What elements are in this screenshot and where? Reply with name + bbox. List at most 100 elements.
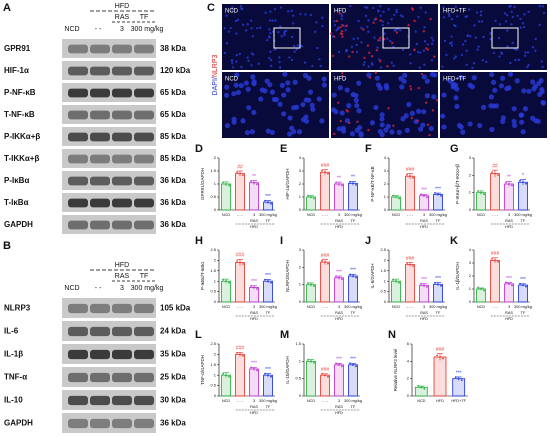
size-label: 25 kDa [160,373,186,382]
blot-header: - - [95,26,102,33]
x-group-label: RAS [505,311,513,315]
data-point [270,375,272,378]
image-label: HFD+TF [443,9,467,15]
data-point [412,176,414,179]
blot-band [68,88,88,98]
nucleus [374,75,380,81]
significance: *** [421,277,427,283]
blot-band [90,154,110,164]
nucleus [292,79,298,85]
significance: *** [435,186,441,192]
y-axis-label: GPR91/GAPDH [200,168,205,200]
nucleus [505,13,509,17]
nucleus [345,48,348,52]
y-tick-label: 1.5 [380,268,386,273]
nucleus [485,60,488,64]
nucleus [398,76,404,82]
nlrp3-signal [379,19,382,22]
nucleus [521,22,525,25]
nucleus [441,124,447,130]
nucleus [290,35,294,39]
x-tick-label: 3 [423,213,425,217]
nucleus [268,28,271,31]
nucleus [447,78,453,84]
blot-band [134,110,154,120]
nucleus [331,92,337,98]
nucleus [231,6,234,9]
nucleus [519,26,522,29]
significance: *** [265,367,271,373]
blot-band [68,44,88,54]
x-tick-label: - - - [322,399,329,403]
data-point [412,265,414,267]
nucleus [333,20,336,23]
y-axis-label: TNF-α/GAPDH [200,355,205,385]
nucleus [500,75,506,81]
nucleus [365,6,369,9]
nucleus [524,54,527,57]
panel-label: A [3,2,11,14]
data-point [352,182,354,185]
x-group-label: HFD [335,411,343,415]
image-label: NCD [225,77,239,83]
nucleus [234,19,238,23]
y-tick-label: 0 [469,207,472,212]
data-point [335,275,337,278]
blot-band [68,395,88,406]
x-tick-label: 3 [508,305,510,309]
nucleus [246,23,249,26]
blot-band [90,303,110,314]
y-axis-label: IL-1β/GAPDH [455,262,460,290]
panel-label: L [195,329,202,341]
x-tick-label: 3 [338,399,340,403]
nucleus [287,115,293,121]
nucleus [367,19,370,22]
data-point [324,171,326,174]
data-point [420,193,422,196]
blot-band [112,220,132,230]
nucleus [389,129,395,135]
blot-band [112,372,132,383]
y-tick-label: 1.5 [295,341,301,346]
y-tick-label: 1 [299,194,302,199]
nucleus [415,42,419,46]
nucleus [467,121,473,127]
nucleus [419,6,422,9]
nucleus [306,97,312,103]
nucleus [336,126,342,132]
nucleus [517,58,521,62]
panel-label: H [195,235,203,247]
data-point [437,283,439,286]
x-tick-label: NCD [307,213,315,217]
nucleus [268,19,272,22]
x-tick-label: 3 [508,213,510,217]
nucleus [258,96,264,102]
nucleus [489,32,492,35]
data-point [406,173,408,176]
nucleus [319,64,322,68]
nucleus [355,43,358,47]
data-point [321,372,323,375]
nucleus [395,8,398,12]
blot-band [90,372,110,383]
nucleus [304,13,307,16]
nlrp3-signal [351,50,354,54]
nucleus [277,30,280,34]
data-point [242,174,244,177]
nucleus [537,91,543,98]
y-tick-label: 1 [299,358,302,363]
data-point [355,183,357,186]
nucleus [337,26,340,30]
data-point [497,174,499,177]
nucleus [321,76,327,82]
nucleus [357,19,360,23]
blot-band [112,395,132,406]
nlrp3-signal [332,35,336,38]
nlrp3-signal [339,119,342,123]
nlrp3-signal [339,26,342,29]
nucleus [498,83,505,89]
x-tick-label: - - - [237,399,244,403]
nlrp3-signal [345,24,348,27]
nucleus [251,109,257,116]
nucleus [456,15,459,18]
